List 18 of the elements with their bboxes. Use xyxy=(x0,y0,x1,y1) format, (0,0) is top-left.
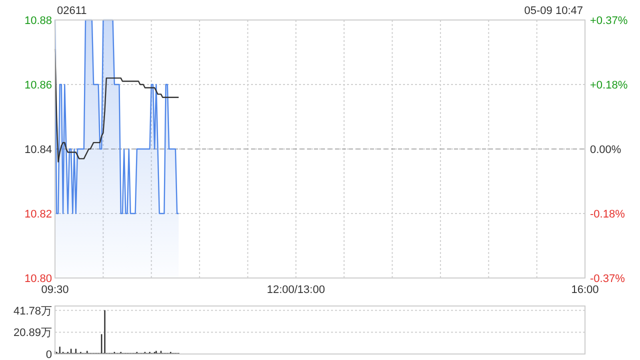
y2-tick-label: 0.00% xyxy=(590,144,622,156)
y-tick-label: 10.80 xyxy=(24,273,52,285)
y-tick-label: 10.82 xyxy=(24,208,52,220)
y2-tick-label: +0.37% xyxy=(590,15,628,27)
y-tick-label: 10.84 xyxy=(24,144,52,156)
x-tick-label: 12:00/13:00 xyxy=(266,284,325,296)
y2-tick-label: -0.37% xyxy=(590,273,626,285)
y-tick-label: 10.86 xyxy=(24,80,52,92)
text: 05-09 10:47 xyxy=(524,5,583,17)
y2-tick-label: +0.18% xyxy=(590,80,628,92)
y2-tick-label: -0.18% xyxy=(590,208,626,220)
y-tick-label: 10.88 xyxy=(24,15,52,27)
y-tick-label: 41.78万 xyxy=(13,305,52,318)
y-tick-label: 0 xyxy=(46,349,52,360)
chart-title: 02611 xyxy=(57,5,87,17)
x-tick-label: 16:00 xyxy=(571,284,599,296)
y-tick-label: 20.89万 xyxy=(13,327,52,340)
x-tick-label: 09:30 xyxy=(41,284,69,296)
